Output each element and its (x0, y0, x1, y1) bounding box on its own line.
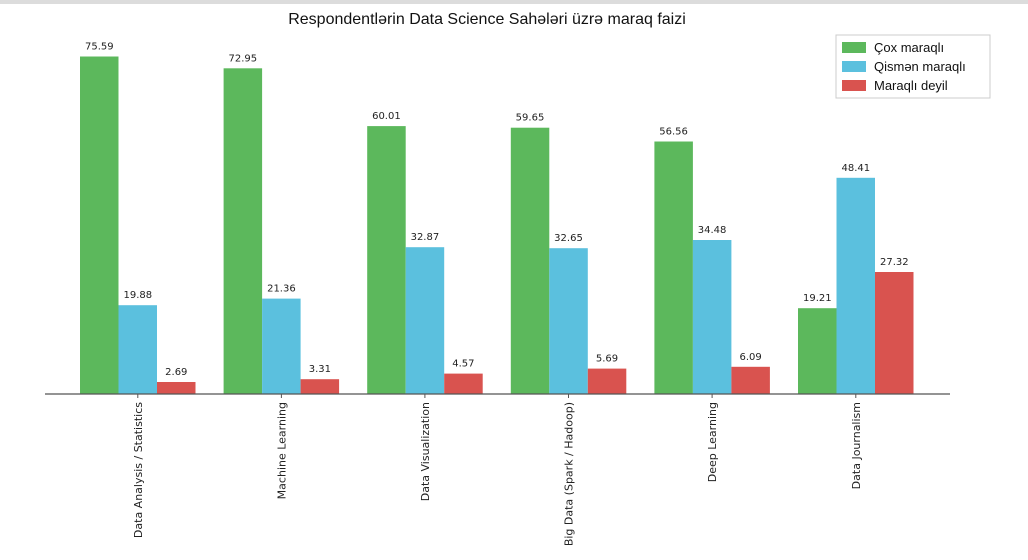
x-tick-label-2: Machine Learning (275, 402, 288, 499)
x-tick-label-6: Data Journalism (850, 402, 863, 489)
value-label-1-2: 19.88 (123, 290, 152, 301)
legend-label-1: Çox maraqlı (874, 40, 944, 55)
bar-2-2 (262, 298, 301, 394)
legend-label-3: Maraqlı deyil (874, 78, 948, 93)
value-label-1-3: 2.69 (165, 367, 187, 378)
bar-2-3 (300, 379, 340, 394)
bar-1-1 (80, 56, 119, 394)
bar-4-1 (510, 127, 550, 394)
bar-2-1 (223, 68, 263, 395)
bar-6-1 (798, 308, 837, 394)
chart-title: Respondentlərin Data Science Sahələri üz… (288, 11, 686, 28)
value-label-3-1: 60.01 (372, 111, 401, 122)
bar-6-3 (875, 272, 914, 394)
value-label-3-2: 32.87 (411, 232, 440, 243)
bar-5-3 (731, 366, 770, 394)
value-label-1-1: 75.59 (85, 42, 114, 53)
value-label-5-2: 34.48 (698, 225, 727, 236)
legend-swatch-2 (842, 61, 866, 72)
bar-5-2 (692, 240, 732, 394)
legend-swatch-1 (842, 42, 866, 53)
bars-group (80, 56, 914, 395)
value-label-2-2: 21.36 (267, 284, 296, 295)
value-labels-group: 75.59 19.88 2.69 72.95 21.36 3.31 60.01 32.87 4.… (85, 42, 909, 379)
value-label-6-2: 48.41 (841, 163, 870, 174)
x-tick-label-4: Big Data (Spark / Hadoop) (563, 402, 576, 546)
bar-4-3 (587, 368, 627, 394)
bar-5-1 (654, 141, 693, 394)
top-edge (0, 0, 1028, 4)
legend: Çox maraqlı Qismən maraqlı Maraqlı deyil (835, 34, 991, 99)
value-label-3-3: 4.57 (452, 359, 474, 370)
value-label-5-1: 56.56 (659, 127, 688, 138)
legend-swatch-3 (842, 80, 866, 91)
legend-label-2: Qismən maraqlı (874, 59, 966, 74)
value-label-6-3: 27.32 (880, 257, 909, 268)
value-label-4-2: 32.65 (554, 233, 583, 244)
bar-1-3 (157, 382, 196, 394)
value-label-6-1: 19.21 (803, 293, 832, 304)
x-tick-label-1: Data Analysis / Statistics (132, 402, 145, 538)
x-tick-label-3: Data Visualization (419, 402, 432, 501)
value-label-5-3: 6.09 (739, 352, 761, 363)
value-label-2-1: 72.95 (228, 53, 257, 64)
value-label-2-3: 3.31 (309, 364, 331, 375)
bar-4-2 (549, 248, 588, 394)
x-tick-label-5: Deep Learning (706, 402, 719, 482)
value-label-4-3: 5.69 (596, 354, 618, 365)
bar-1-2 (118, 305, 157, 394)
bar-3-2 (405, 247, 445, 394)
bar-3-3 (444, 373, 483, 394)
x-tick-labels-group: Data Analysis / Statistics Machine Learni… (132, 394, 863, 546)
bar-3-1 (367, 126, 406, 394)
bar-6-2 (836, 177, 875, 394)
value-label-4-1: 59.65 (516, 113, 545, 124)
